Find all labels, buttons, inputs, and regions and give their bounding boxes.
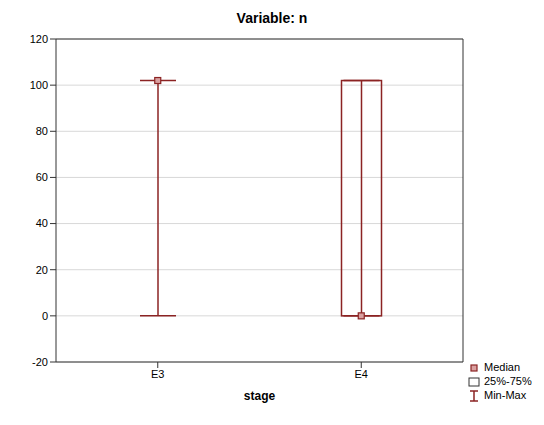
svg-text:20: 20	[36, 264, 48, 276]
html-text:Variable: n: Variable: n	[236, 10, 308, 26]
svg-text:120: 120	[30, 33, 48, 45]
svg-text:80: 80	[36, 125, 48, 137]
svg-text:E4: E4	[355, 368, 368, 380]
svg-text:-20: -20	[32, 356, 48, 368]
svg-text:E3: E3	[151, 368, 164, 380]
html-text:25%-75%: 25%-75%	[484, 375, 532, 388]
html-text:Median: Median	[484, 361, 521, 373]
html-text:Min-Max: Min-Max	[484, 389, 527, 402]
svg-text:100: 100	[30, 79, 48, 91]
svg-text:60: 60	[36, 171, 48, 183]
svg-text:40: 40	[36, 217, 48, 229]
svg-text:stage: stage	[244, 389, 276, 403]
svg-text:0: 0	[42, 310, 48, 322]
